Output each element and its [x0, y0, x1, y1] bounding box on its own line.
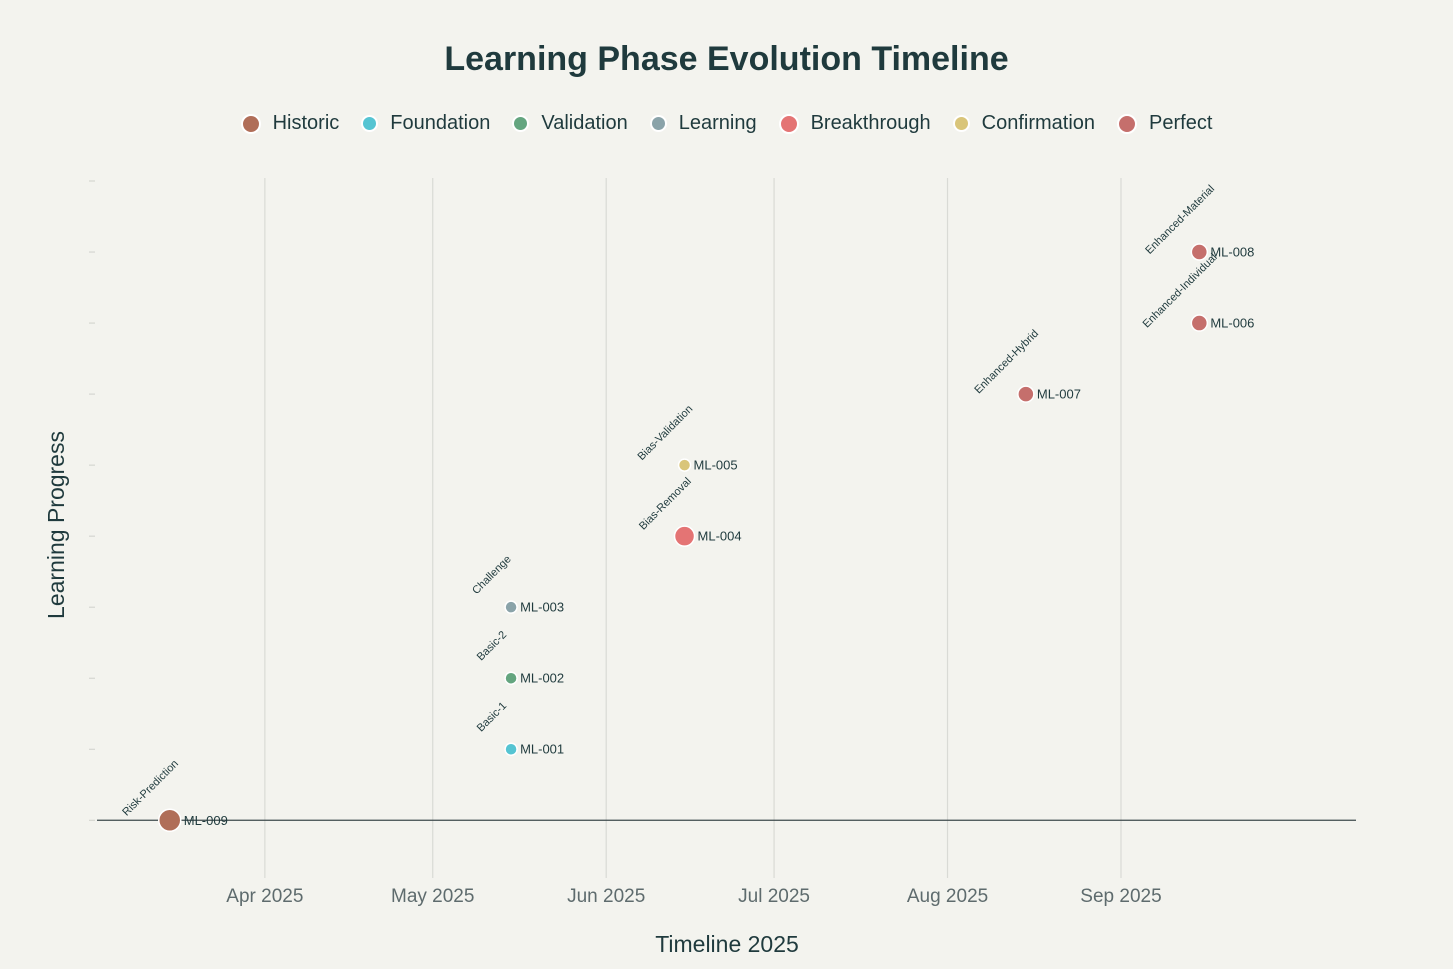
point-marker: [673, 525, 696, 547]
legend: Historic Foundation Validation Learning Brea…: [0, 112, 1453, 135]
point-id-label: ML-003: [520, 600, 564, 615]
x-tick-label: Jul 2025: [738, 886, 810, 907]
legend-label: Perfect: [1149, 112, 1213, 134]
x-axis-label: Timeline 2025: [655, 931, 799, 957]
phase-label: Enhanced-Individual: [1141, 251, 1220, 330]
legend-item-perfect[interactable]: Perfect: [1117, 112, 1212, 135]
point-marker: [504, 600, 518, 614]
legend-item-breakthrough[interactable]: Breakthrough: [778, 112, 931, 135]
phase-label: Challenge: [470, 553, 514, 597]
legend-item-historic[interactable]: Historic: [240, 112, 340, 135]
point-marker: [1190, 314, 1209, 332]
legend-label: Historic: [272, 112, 340, 134]
point-marker: [1190, 243, 1209, 261]
x-tick-label: Apr 2025: [226, 886, 303, 907]
point-id-label: ML-009: [184, 813, 228, 828]
legend-marker: [952, 115, 970, 132]
phase-label: Enhanced-Hybrid: [972, 328, 1041, 397]
point-id-label: ML-006: [1210, 316, 1254, 331]
legend-label: Breakthrough: [810, 112, 931, 134]
legend-marker: [512, 115, 530, 132]
point-marker: [677, 458, 692, 472]
x-tick-label: Aug 2025: [907, 886, 988, 907]
data-point-ml-001[interactable]: ML-001 Basic-1: [475, 700, 564, 757]
legend-item-foundation[interactable]: Foundation: [361, 112, 490, 135]
point-marker: [157, 808, 182, 833]
legend-item-validation[interactable]: Validation: [512, 112, 628, 135]
data-point-ml-002[interactable]: ML-002 Basic-2: [475, 629, 564, 686]
chart-title: Learning Phase Evolution Timeline: [444, 40, 1009, 78]
legend-item-learning[interactable]: Learning: [649, 112, 757, 135]
point-marker: [504, 671, 518, 685]
point-marker: [504, 742, 518, 756]
x-tick-label: May 2025: [391, 886, 474, 907]
phase-label: Enhanced-Material: [1143, 183, 1217, 257]
phase-label: Basic-2: [475, 629, 509, 663]
legend-marker: [1117, 113, 1138, 134]
point-id-label: ML-008: [1210, 245, 1254, 260]
legend-label: Validation: [541, 112, 628, 134]
point-marker: [1017, 385, 1035, 403]
phase-label: Bias-Validation: [636, 403, 696, 463]
legend-item-confirmation[interactable]: Confirmation: [952, 112, 1096, 135]
legend-label: Learning: [678, 112, 757, 134]
point-id-label: ML-007: [1037, 387, 1081, 402]
point-id-label: ML-005: [694, 458, 738, 473]
phase-label: Bias-Removal: [637, 476, 694, 533]
phase-label: Basic-1: [475, 700, 509, 734]
point-id-label: ML-001: [520, 742, 564, 757]
legend-label: Confirmation: [981, 112, 1096, 134]
legend-marker: [778, 113, 799, 134]
y-axis-label: Learning Progress: [43, 431, 69, 619]
data-point-ml-004[interactable]: ML-004 Bias-Removal: [637, 476, 742, 547]
data-point-ml-003[interactable]: ML-003 Challenge: [470, 553, 564, 614]
legend-marker: [240, 113, 261, 134]
x-tick-label: Sep 2025: [1080, 886, 1161, 907]
point-id-label: ML-002: [520, 671, 564, 686]
legend-label: Foundation: [390, 112, 491, 134]
x-tick-label: Jun 2025: [567, 886, 645, 907]
legend-marker: [361, 115, 379, 132]
point-id-label: ML-004: [698, 529, 742, 544]
legend-marker: [649, 115, 667, 132]
